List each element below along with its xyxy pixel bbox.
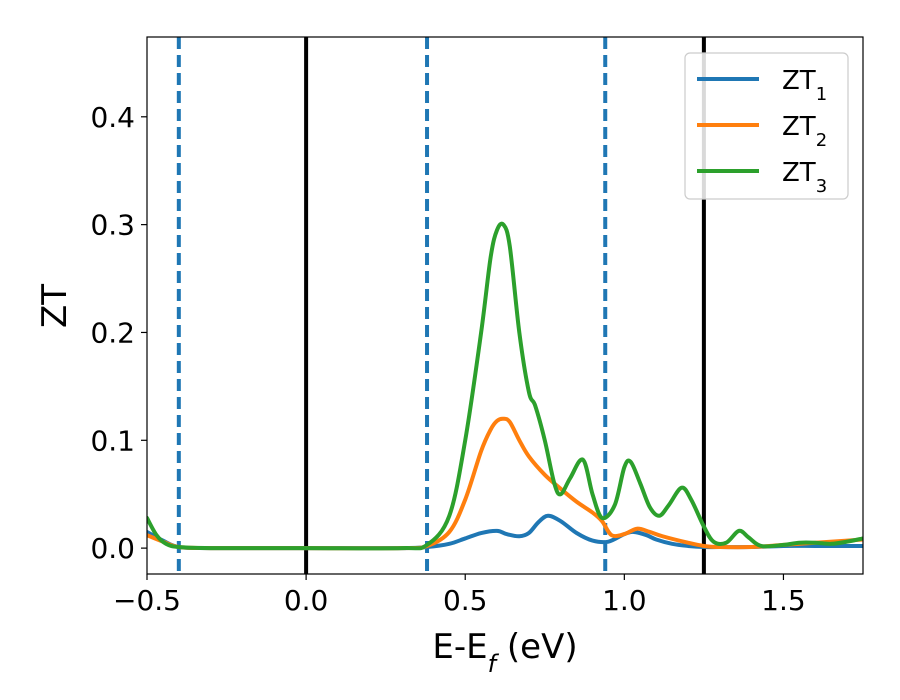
x-axis-label: E-Ef (eV) bbox=[432, 627, 577, 678]
plot-frame bbox=[146, 36, 864, 575]
legend: ZT1 ZT2 ZT3 bbox=[684, 52, 849, 200]
y-axis: 0.0 0.1 0.2 0.3 0.4 bbox=[90, 101, 147, 565]
series-line-zt3 bbox=[147, 221, 863, 551]
series-lines bbox=[147, 221, 863, 551]
y-axis-label: ZT bbox=[35, 284, 75, 328]
legend-entry-zt2: ZT2 bbox=[782, 112, 827, 151]
legend-entry-zt1: ZT1 bbox=[782, 66, 827, 105]
x-axis: −0.5 0.0 0.5 1.0 1.5 bbox=[113, 574, 806, 617]
y-tick-label: 0.3 bbox=[90, 209, 135, 242]
legend-frame bbox=[684, 52, 849, 200]
x-tick-label: −0.5 bbox=[113, 584, 181, 617]
reference-lines bbox=[176, 37, 706, 574]
y-tick-label: 0.2 bbox=[90, 316, 135, 349]
y-tick-label: 0.4 bbox=[90, 101, 135, 134]
legend-entry-zt3: ZT3 bbox=[782, 158, 827, 197]
y-tick-label: 0.0 bbox=[90, 532, 135, 565]
x-tick-label: 1.5 bbox=[761, 584, 806, 617]
x-tick-label: 0.0 bbox=[284, 584, 329, 617]
x-tick-label: 0.5 bbox=[443, 584, 488, 617]
series-line-zt2 bbox=[147, 416, 863, 551]
x-tick-label: 1.0 bbox=[602, 584, 647, 617]
y-tick-label: 0.1 bbox=[90, 424, 135, 457]
